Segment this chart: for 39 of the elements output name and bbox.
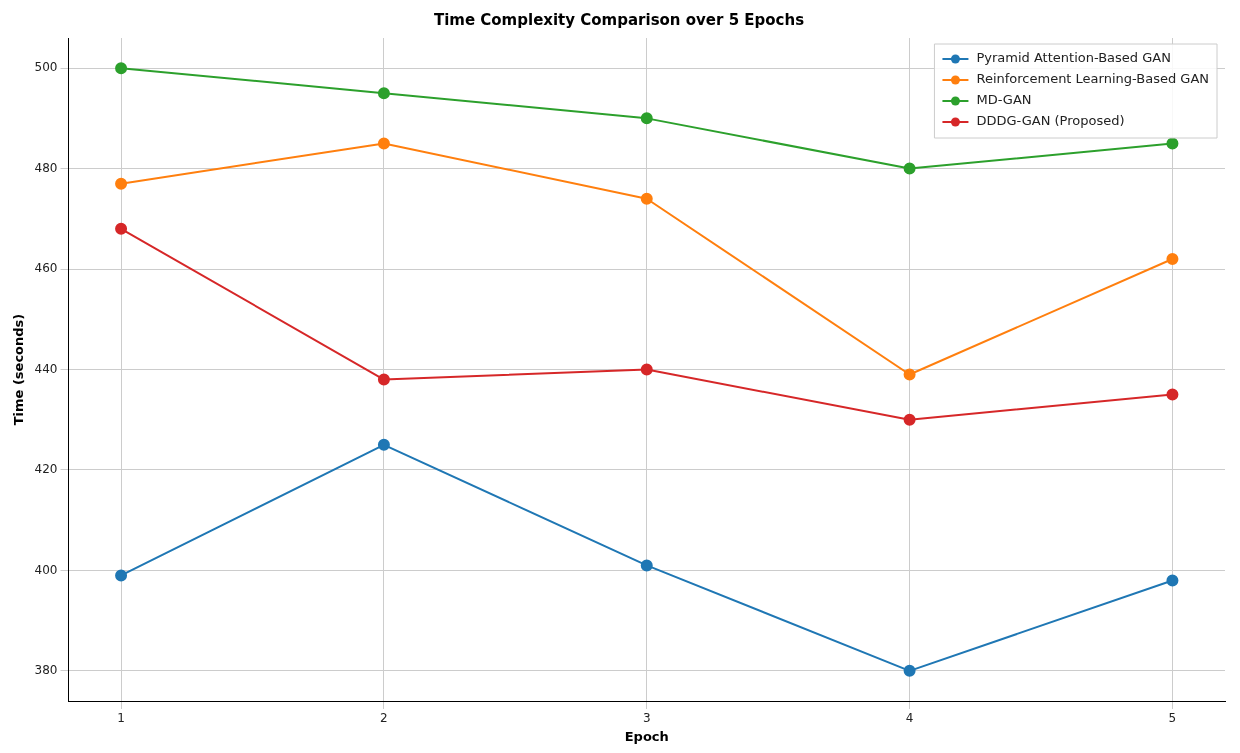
point (377, 438, 390, 451)
point (377, 373, 390, 386)
point (903, 413, 916, 426)
y-tick-label: 400 (34, 562, 58, 577)
x-tick-label: 4 (905, 711, 914, 726)
point (115, 569, 128, 582)
y-tick-label: 440 (34, 361, 58, 376)
x-axis-title: Epoch (624, 728, 669, 744)
chart-title: Time Complexity Comparison over 5 Epochs (433, 10, 805, 29)
x-tick-label: 2 (380, 711, 388, 726)
point (1166, 388, 1179, 401)
legend-label: Pyramid Attention-Based GAN (976, 50, 1171, 66)
legend-label: DDDG-GAN (Proposed) (976, 113, 1125, 129)
point (903, 664, 916, 677)
point (115, 177, 128, 190)
point (377, 137, 390, 150)
legend-label: MD-GAN (976, 92, 1032, 108)
x-tick-label: 3 (642, 711, 651, 726)
point (1166, 137, 1179, 150)
x-tick-label: 5 (1168, 711, 1177, 726)
y-tick-label: 500 (34, 60, 58, 75)
point (903, 162, 916, 175)
y-axis-title: Time (seconds) (11, 313, 27, 426)
x-tick-label: 1 (117, 711, 125, 726)
point (640, 112, 653, 125)
point (640, 363, 653, 376)
y-tick-label: 480 (34, 160, 58, 175)
y-tick-label: 460 (34, 261, 58, 276)
point (377, 87, 390, 100)
legend-label: Reinforcement Learning-Based GAN (976, 71, 1209, 87)
point (115, 222, 128, 235)
y-tick-label: 380 (34, 662, 58, 677)
point (1166, 574, 1179, 587)
point (640, 559, 653, 572)
point (1166, 253, 1179, 265)
point (115, 62, 128, 75)
point (640, 192, 653, 205)
y-tick-label: 420 (34, 462, 58, 477)
point (903, 368, 916, 381)
